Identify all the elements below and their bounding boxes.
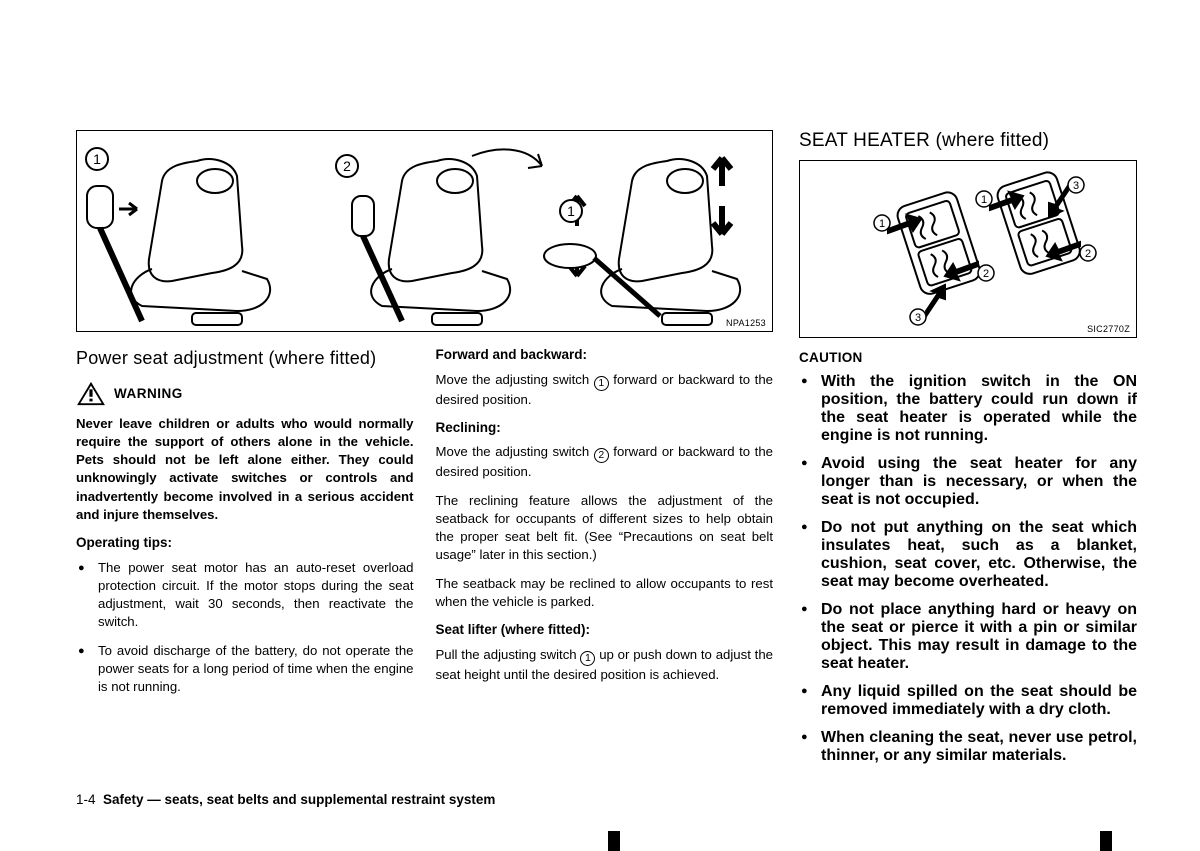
svg-text:3: 3 [1073,180,1079,192]
caution-label: CAUTION [799,350,1137,365]
column-right: SEAT HEATER (where fitted) [799,130,1137,775]
figure-seat-heater: 1 2 3 1 2 3 SIC2770Z [799,160,1137,338]
seat-heater-svg: 1 2 3 1 2 3 [800,161,1138,339]
footer-title: Safety — seats, seat belts and supplemen… [103,792,495,807]
seat-lifter-text: Pull the adjusting switch 1 up or push d… [436,646,774,684]
heading-seat-heater: SEAT HEATER (where fitted) [799,130,1137,152]
text-columns: Power seat adjustment (where fitted) WAR… [76,346,773,706]
reclining-para: The reclining feature allows the adjustm… [436,492,774,565]
list-item: Avoid using the seat heater for any long… [799,455,1137,509]
operating-tips-label: Operating tips: [76,534,414,553]
callout-2: 2 [594,448,609,463]
figure-power-seat: 1 2 [76,130,773,332]
list-item: Any liquid spilled on the seat should be… [799,683,1137,719]
svg-text:2: 2 [1085,248,1091,260]
operating-tips-list: The power seat motor has an auto-reset o… [76,559,414,697]
list-item: Do not put anything on the seat which in… [799,519,1137,591]
figure-code-right: SIC2770Z [1087,324,1130,334]
svg-text:1: 1 [981,194,987,206]
list-item: The power seat motor has an auto-reset o… [76,559,414,632]
reclining-para2: The seatback may be reclined to allow oc… [436,575,774,611]
seat-diagram-svg: 1 2 [77,131,774,333]
page-footer: 1-4 Safety — seats, seat belts and suppl… [76,792,495,807]
forward-backward-text: Move the adjusting switch 1 forward or b… [436,371,774,409]
page-number: 1-4 [76,792,96,807]
callout-1b: 1 [580,651,595,666]
warning-label: WARNING [114,385,183,404]
warning-row: WARNING [76,381,414,407]
svg-text:3: 3 [915,312,921,324]
column-left: Power seat adjustment (where fitted) WAR… [76,346,414,706]
content-row: 1 2 [76,130,1130,775]
list-item: When cleaning the seat, never use petrol… [799,729,1137,765]
forward-backward-label: Forward and backward: [436,346,774,365]
left-block: 1 2 [76,130,773,775]
callout-1: 1 [594,376,609,391]
caution-list: With the ignition switch in the ON posit… [799,373,1137,765]
reclining-label: Reclining: [436,419,774,438]
crop-mark [1100,831,1112,851]
warning-text: Never leave children or adults who would… [76,415,414,524]
reclining-text: Move the adjusting switch 2 forward or b… [436,443,774,481]
svg-text:2: 2 [343,158,351,174]
list-item: With the ignition switch in the ON posit… [799,373,1137,445]
warning-icon [76,381,106,407]
heading-power-seat: Power seat adjustment (where fitted) [76,346,414,371]
column-middle: Forward and backward: Move the adjusting… [436,346,774,706]
list-item: To avoid discharge of the battery, do no… [76,642,414,697]
svg-text:1: 1 [879,218,885,230]
crop-mark [608,831,620,851]
seat-lifter-label: Seat lifter (where fitted): [436,621,774,640]
svg-text:1: 1 [567,203,575,219]
svg-text:1: 1 [93,151,101,167]
svg-text:2: 2 [983,268,989,280]
list-item: Do not place anything hard or heavy on t… [799,601,1137,673]
figure-code: NPA1253 [726,318,766,328]
